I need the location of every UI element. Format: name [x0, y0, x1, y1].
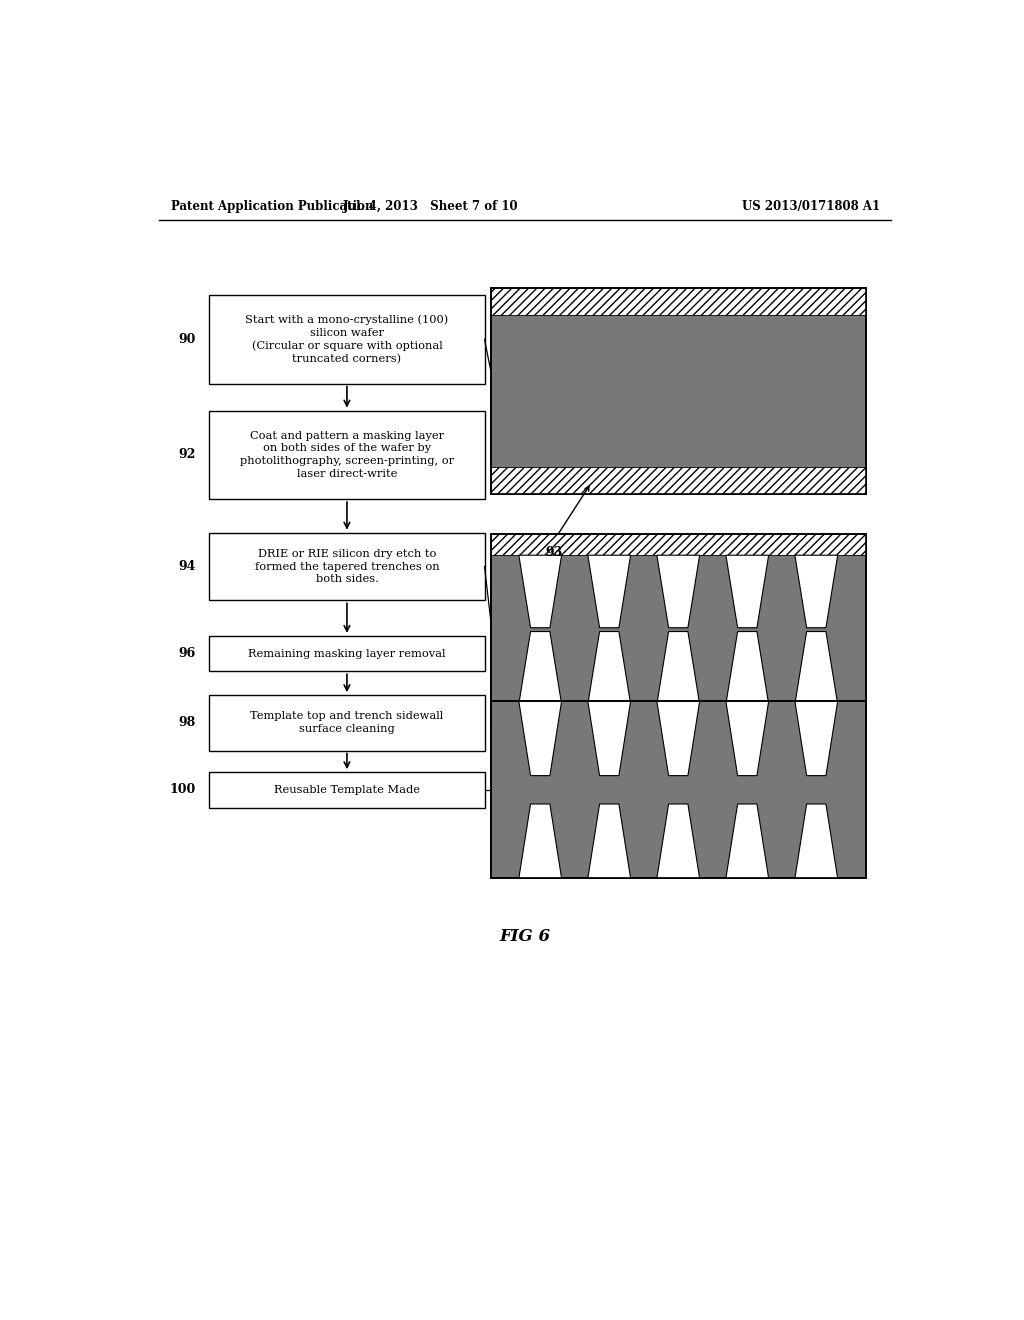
Polygon shape: [795, 804, 838, 878]
Polygon shape: [519, 631, 561, 704]
Polygon shape: [588, 701, 631, 776]
Polygon shape: [726, 631, 769, 704]
Text: FIG 6: FIG 6: [500, 928, 550, 945]
Text: 96: 96: [178, 647, 196, 660]
Polygon shape: [519, 701, 561, 776]
Polygon shape: [588, 631, 631, 704]
Text: Reusable Template Made: Reusable Template Made: [274, 785, 420, 795]
Text: 94: 94: [178, 560, 196, 573]
Bar: [209, 411, 484, 499]
Bar: [490, 701, 866, 878]
Bar: [209, 533, 484, 601]
Text: 92: 92: [178, 449, 196, 462]
Polygon shape: [588, 804, 631, 878]
Bar: [490, 535, 866, 725]
Polygon shape: [656, 804, 699, 878]
Text: US 2013/0171808 A1: US 2013/0171808 A1: [741, 199, 880, 213]
Bar: [209, 636, 484, 671]
Text: Template top and trench sidewall
surface cleaning: Template top and trench sidewall surface…: [250, 711, 443, 734]
Polygon shape: [726, 556, 769, 628]
Polygon shape: [656, 631, 699, 704]
Text: Patent Application Publication: Patent Application Publication: [171, 199, 373, 213]
Bar: [490, 288, 866, 314]
Text: Remaining masking layer removal: Remaining masking layer removal: [248, 648, 445, 659]
Polygon shape: [795, 701, 838, 776]
Polygon shape: [656, 701, 699, 776]
Polygon shape: [726, 804, 769, 878]
Bar: [490, 467, 866, 494]
Text: 93: 93: [546, 546, 563, 560]
Polygon shape: [656, 556, 699, 628]
Bar: [490, 288, 866, 494]
Text: Jul. 4, 2013   Sheet 7 of 10: Jul. 4, 2013 Sheet 7 of 10: [342, 199, 518, 213]
Polygon shape: [519, 804, 561, 878]
Text: 100: 100: [169, 783, 196, 796]
Polygon shape: [726, 701, 769, 776]
Polygon shape: [795, 631, 838, 704]
Text: 98: 98: [178, 717, 196, 730]
Text: 90: 90: [178, 333, 196, 346]
Text: DRIE or RIE silicon dry etch to
formed the tapered trenches on
both sides.: DRIE or RIE silicon dry etch to formed t…: [255, 549, 439, 585]
Polygon shape: [588, 556, 631, 628]
Bar: [209, 772, 484, 808]
Bar: [209, 696, 484, 751]
Bar: [490, 288, 866, 494]
Polygon shape: [519, 556, 561, 628]
Polygon shape: [795, 556, 838, 628]
Bar: [490, 704, 866, 725]
Text: Start with a mono-crystalline (100)
silicon wafer
(Circular or square with optio: Start with a mono-crystalline (100) sili…: [246, 314, 449, 364]
Bar: [490, 701, 866, 878]
Bar: [490, 535, 866, 725]
Bar: [490, 535, 866, 556]
Text: Coat and pattern a masking layer
on both sides of the wafer by
photolithography,: Coat and pattern a masking layer on both…: [240, 430, 454, 479]
Bar: [209, 296, 484, 384]
